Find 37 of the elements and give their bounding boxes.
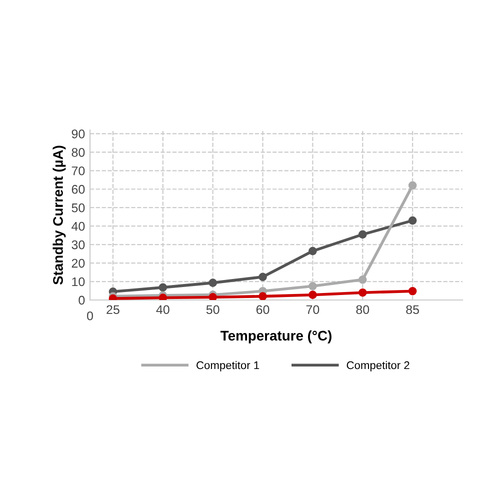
- y-tick-label: 60: [72, 184, 85, 194]
- y-tick-label: 50: [72, 203, 85, 212]
- y-tick-label: 40: [72, 222, 85, 231]
- point: [208, 278, 217, 287]
- point: [358, 276, 367, 284]
- y-tick-label: 10: [72, 277, 85, 286]
- point: [308, 282, 317, 290]
- y-tick-label: 70: [72, 166, 85, 176]
- point: [158, 283, 168, 292]
- x-tick-label: 60: [256, 305, 270, 314]
- point: [408, 216, 417, 225]
- text: 0: [87, 311, 93, 320]
- y-tick-label: 30: [72, 240, 85, 250]
- point: [158, 294, 168, 300]
- legend-label: Competitor 1: [196, 361, 260, 372]
- y-tick-label: 90: [72, 129, 85, 138]
- point: [408, 286, 417, 296]
- point: [358, 288, 367, 297]
- x-tick-label: 50: [206, 305, 220, 314]
- point: [258, 292, 267, 300]
- x-tick-label: 80: [356, 305, 370, 314]
- y-axis-title: Standby Current (µA): [52, 146, 66, 285]
- y-tick-label: 80: [72, 148, 85, 157]
- x-axis-title: Temperature (°C): [220, 330, 332, 344]
- x-tick-label: 25: [106, 305, 120, 314]
- point: [408, 181, 417, 190]
- point: [308, 290, 317, 299]
- legend-label: Competitor 2: [346, 361, 410, 372]
- x-tick-label: 40: [156, 305, 170, 314]
- point: [258, 272, 267, 282]
- y-tick-label: 20: [72, 258, 85, 268]
- x-tick-label: 70: [306, 305, 320, 314]
- point: [208, 293, 217, 300]
- point: [308, 246, 317, 256]
- y-tick-label: 0: [78, 296, 85, 305]
- point: [358, 230, 367, 239]
- x-tick-label: 85: [406, 305, 419, 314]
